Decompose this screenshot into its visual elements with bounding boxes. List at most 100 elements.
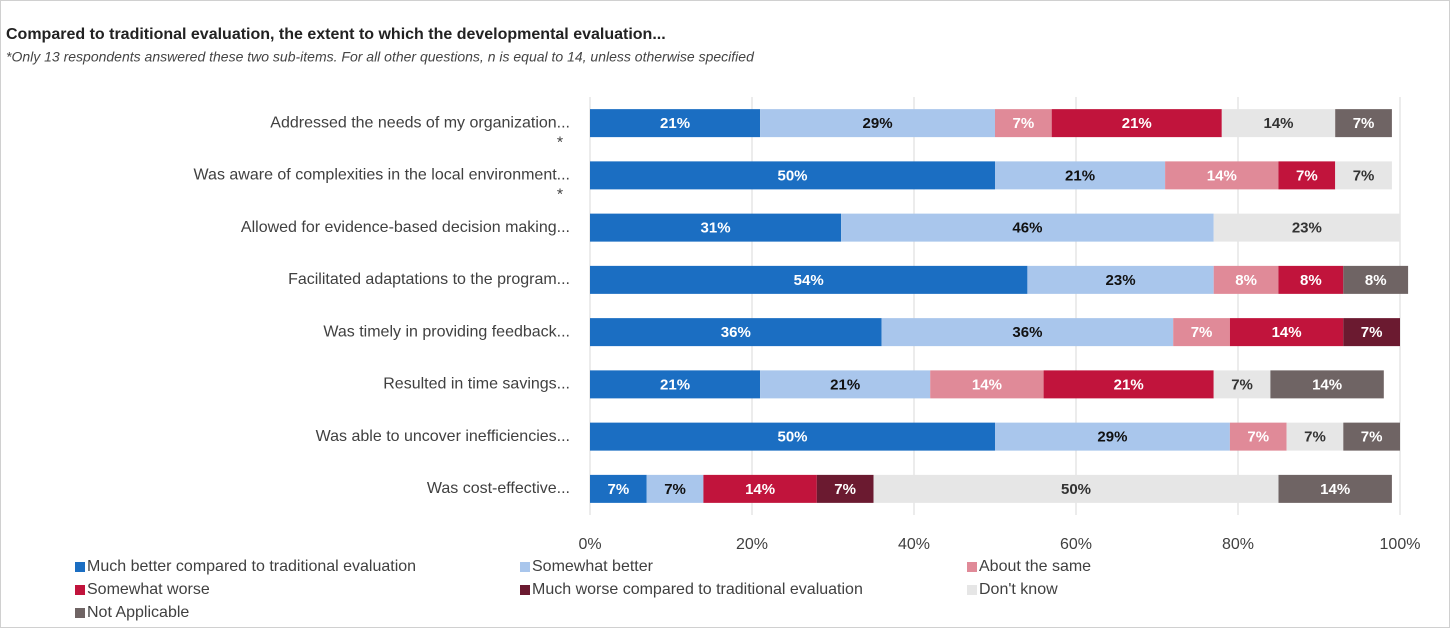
- value-label: 31%: [701, 220, 731, 237]
- x-tick-label: 20%: [736, 536, 768, 553]
- bar-segment: [590, 161, 995, 190]
- legend-swatch: [520, 562, 530, 572]
- value-label: 14%: [745, 481, 775, 498]
- bar-segment: [760, 109, 995, 138]
- value-label: 23%: [1106, 272, 1136, 289]
- bar-segment: [1343, 265, 1409, 294]
- value-label: 21%: [660, 376, 690, 393]
- value-label: 54%: [794, 272, 824, 289]
- value-label: 7%: [1191, 324, 1213, 341]
- bar-segment: [1213, 265, 1279, 294]
- bar-segment: [881, 318, 1174, 347]
- category-label: Addressed the needs of my organization..…: [270, 114, 570, 131]
- category-label: Was aware of complexities in the local e…: [194, 167, 570, 184]
- bar-segment: [590, 370, 761, 399]
- value-label: 23%: [1292, 220, 1322, 237]
- bar-segment: [1278, 161, 1336, 190]
- value-label: 8%: [1235, 272, 1257, 289]
- legend-swatch: [967, 562, 977, 572]
- legend-swatch: [75, 585, 85, 595]
- value-label: 14%: [1207, 167, 1237, 184]
- bar-segment: [646, 474, 704, 503]
- bar-segment: [1229, 422, 1287, 451]
- bar-segment: [1286, 422, 1344, 451]
- value-label: 21%: [1065, 167, 1095, 184]
- value-label: 14%: [1312, 376, 1342, 393]
- legend-swatch: [75, 562, 85, 572]
- bar-segment: [590, 213, 842, 242]
- bar-segment: [816, 474, 874, 503]
- category-label: Allowed for evidence-based decision maki…: [241, 219, 570, 236]
- x-tick-label: 40%: [898, 536, 930, 553]
- value-label: 8%: [1365, 272, 1387, 289]
- value-label: 7%: [1361, 324, 1383, 341]
- category-label: Was able to uncover inefficiencies...: [316, 428, 570, 445]
- legend-label: Don't know: [979, 581, 1058, 598]
- bar-segment: [873, 474, 1279, 503]
- value-label: 21%: [660, 115, 690, 132]
- value-label: 7%: [1296, 167, 1318, 184]
- value-label: 21%: [830, 376, 860, 393]
- bar-segment: [1335, 161, 1392, 190]
- bar-segment: [703, 474, 817, 503]
- value-label: 7%: [664, 481, 686, 498]
- category-label: Was timely in providing feedback...: [323, 323, 570, 340]
- value-label: 7%: [608, 481, 630, 498]
- bar-segment: [1229, 318, 1344, 347]
- legend-label: Not Applicable: [87, 604, 189, 621]
- value-label: 7%: [1231, 376, 1253, 393]
- bar-segment: [841, 213, 1214, 242]
- bar-segment: [1027, 265, 1214, 294]
- value-label: 8%: [1300, 272, 1322, 289]
- chart-title: Compared to traditional evaluation, the …: [6, 26, 666, 43]
- bar-segment: [590, 109, 761, 138]
- value-label: 50%: [777, 167, 807, 184]
- category-label: Facilitated adaptations to the program..…: [288, 271, 570, 288]
- legend-swatch: [75, 608, 85, 618]
- legend-swatch: [520, 585, 530, 595]
- chart-subtitle: *Only 13 respondents answered these two …: [6, 49, 755, 65]
- value-label: 14%: [972, 376, 1002, 393]
- value-label: 29%: [1097, 429, 1127, 446]
- value-label: 7%: [1353, 167, 1375, 184]
- x-tick-label: 80%: [1222, 536, 1254, 553]
- value-label: 7%: [1353, 115, 1375, 132]
- legend-swatch: [967, 585, 977, 595]
- bar-segment: [995, 109, 1052, 138]
- value-label: 36%: [1012, 324, 1042, 341]
- bar-segment: [995, 422, 1230, 451]
- x-tick-label: 100%: [1380, 536, 1421, 553]
- bar-segment: [590, 318, 882, 347]
- bar-segment: [1165, 161, 1279, 190]
- legend-label: Much worse compared to traditional evalu…: [532, 581, 863, 598]
- bar-segment: [1270, 370, 1384, 399]
- value-label: 21%: [1122, 115, 1152, 132]
- value-label: 7%: [1247, 429, 1269, 446]
- category-label: Resulted in time savings...: [383, 376, 570, 393]
- value-label: 21%: [1114, 376, 1144, 393]
- legend-label: Somewhat worse: [87, 581, 210, 598]
- value-label: 7%: [1304, 429, 1326, 446]
- bar-segment: [1278, 265, 1344, 294]
- category-note: *: [557, 134, 563, 151]
- value-label: 7%: [1361, 429, 1383, 446]
- legend-label: Much better compared to traditional eval…: [87, 558, 416, 575]
- bar-segment: [995, 161, 1166, 190]
- value-label: 50%: [1061, 481, 1091, 498]
- bar-segment: [930, 370, 1044, 399]
- bar-segment: [590, 265, 1028, 294]
- category-note: *: [557, 187, 563, 204]
- category-label: Was cost-effective...: [427, 480, 570, 497]
- bar-segment: [1213, 213, 1400, 242]
- legend-label: About the same: [979, 558, 1091, 575]
- value-label: 14%: [1263, 115, 1293, 132]
- value-label: 36%: [721, 324, 751, 341]
- value-label: 46%: [1012, 220, 1042, 237]
- bar-segment: [1051, 109, 1222, 138]
- x-tick-label: 0%: [578, 536, 601, 553]
- legend-label: Somewhat better: [532, 558, 654, 575]
- value-label: 7%: [1013, 115, 1035, 132]
- bar-segment: [1335, 109, 1392, 138]
- value-label: 7%: [834, 481, 856, 498]
